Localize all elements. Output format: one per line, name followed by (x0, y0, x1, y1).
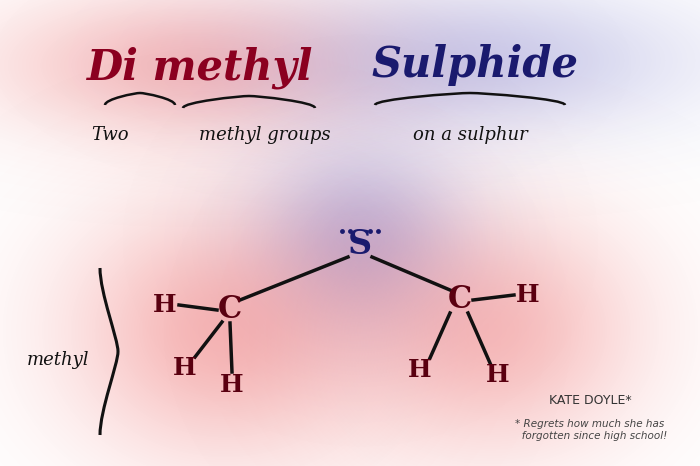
Text: on a sulphur: on a sulphur (412, 126, 527, 144)
Text: methyl groups: methyl groups (199, 126, 331, 144)
Text: H: H (220, 373, 244, 397)
Text: Two: Two (91, 126, 129, 144)
Text: KATE DOYLE*: KATE DOYLE* (549, 393, 631, 406)
Text: * Regrets how much she has
   forgotten since high school!: * Regrets how much she has forgotten sin… (512, 419, 668, 441)
Text: H: H (173, 356, 197, 380)
Text: C: C (218, 295, 242, 325)
Text: Sulphide: Sulphide (372, 44, 578, 86)
Text: Di methyl: Di methyl (87, 47, 314, 89)
Text: H: H (516, 283, 540, 307)
Text: methyl: methyl (27, 351, 90, 369)
Text: H: H (408, 358, 432, 382)
Text: H: H (486, 363, 510, 387)
Text: H: H (153, 293, 177, 317)
Text: S: S (348, 228, 372, 261)
Text: C: C (448, 285, 472, 315)
